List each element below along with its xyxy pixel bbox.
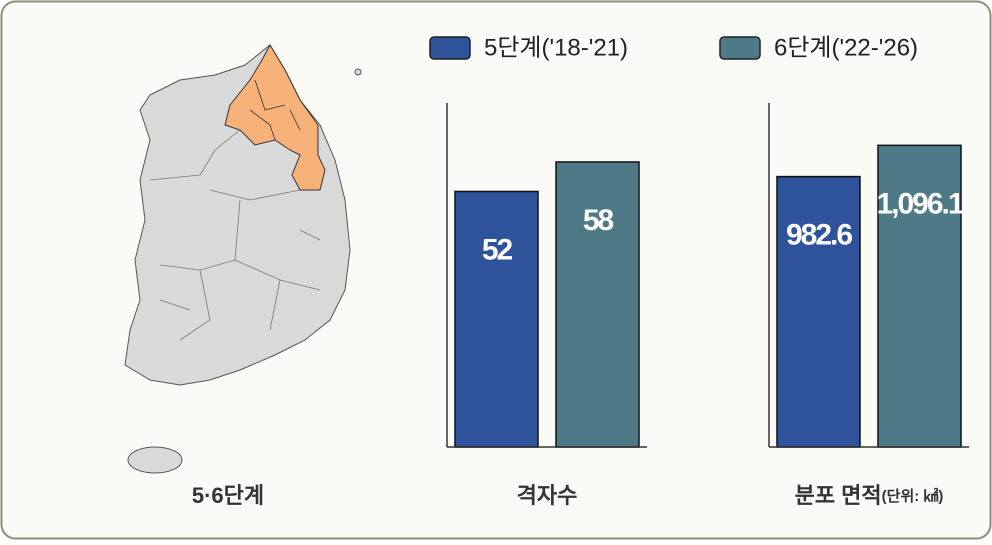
value-label: 982.6 bbox=[786, 219, 852, 252]
x-axis-unit: (단위: ㎢) bbox=[882, 487, 944, 505]
region-borders bbox=[249, 79, 301, 141]
province-borders bbox=[149, 129, 321, 341]
highlight-region bbox=[224, 43, 326, 191]
legend-label: 6단계('22-'26) bbox=[774, 34, 918, 61]
jeju bbox=[127, 446, 183, 474]
x-axis-title: 분포 면적 bbox=[795, 483, 882, 508]
korea-map bbox=[124, 43, 362, 474]
bar bbox=[877, 144, 962, 448]
value-label: 58 bbox=[583, 204, 614, 237]
value-label: 52 bbox=[482, 233, 513, 266]
x-axis-label: 분포 면적(단위: ㎢) bbox=[795, 483, 944, 508]
islet bbox=[354, 68, 362, 76]
legend-label: 5단계('18-'21) bbox=[484, 34, 628, 61]
legend-swatch bbox=[719, 36, 761, 60]
bar bbox=[454, 190, 539, 448]
map-label: 5·6단계 bbox=[192, 483, 264, 508]
legend-swatch bbox=[429, 36, 471, 60]
value-label: 1,096.1 bbox=[876, 187, 963, 220]
x-axis-title: 격자수 bbox=[517, 483, 578, 508]
x-axis-label: 격자수 bbox=[517, 483, 578, 508]
bar bbox=[776, 175, 861, 448]
